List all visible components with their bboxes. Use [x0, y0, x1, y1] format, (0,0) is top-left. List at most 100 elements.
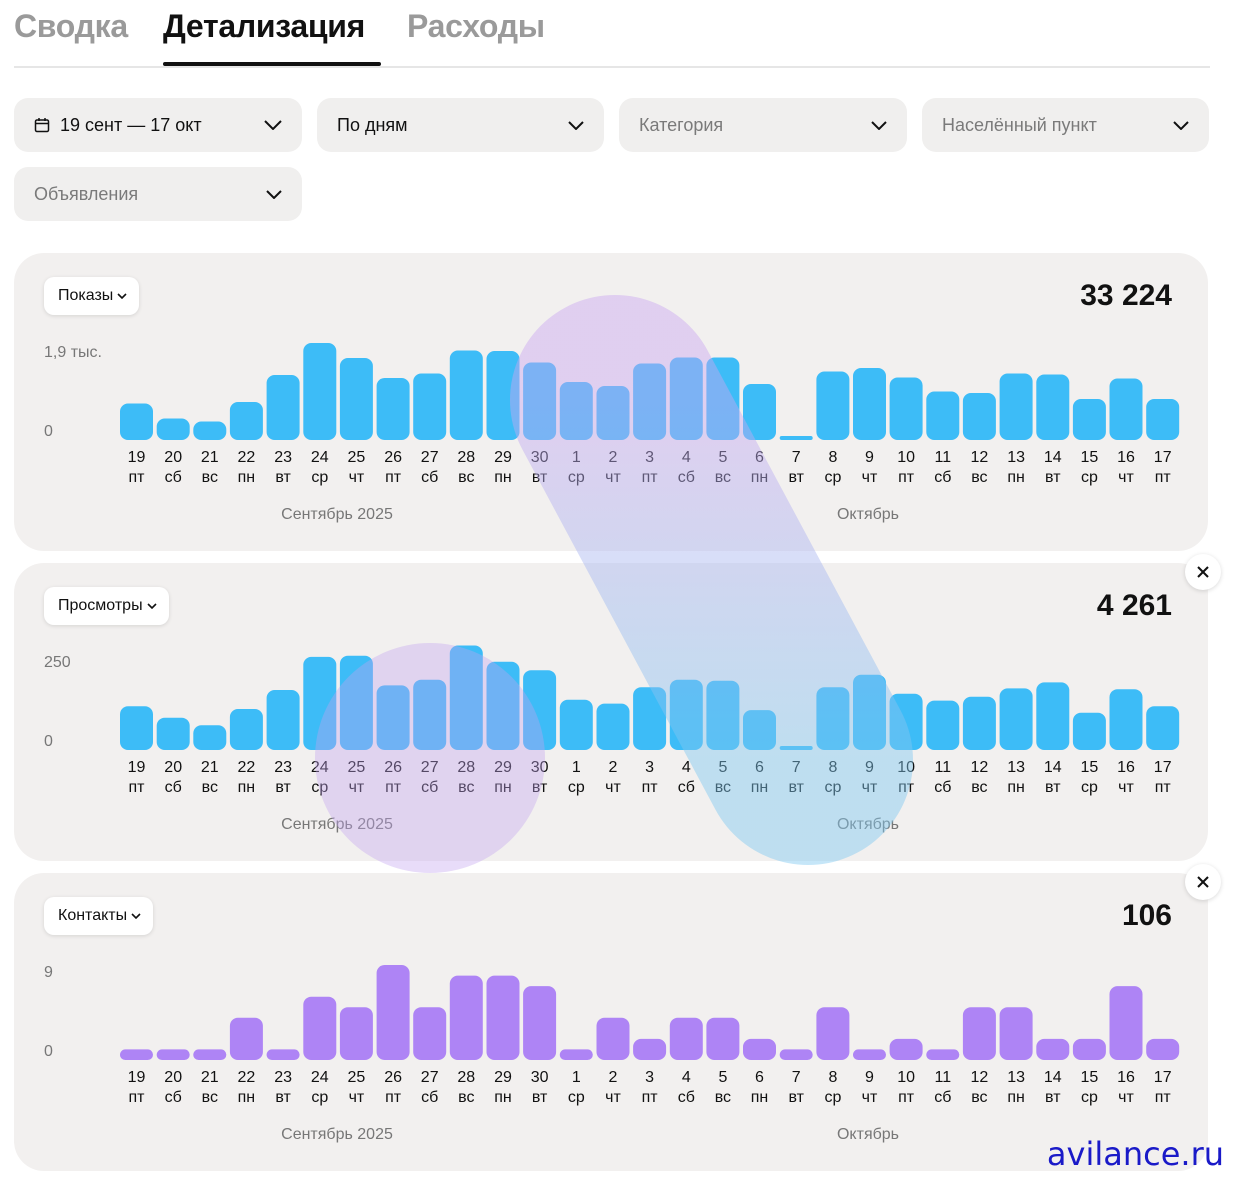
bar[interactable]: [962, 696, 996, 750]
bar[interactable]: [266, 375, 300, 440]
category-filter[interactable]: Категория: [619, 98, 907, 152]
bar[interactable]: [376, 378, 410, 440]
bar[interactable]: [999, 373, 1033, 441]
bar[interactable]: [413, 679, 447, 750]
grouping-filter[interactable]: По дням: [317, 98, 604, 152]
tab-summary[interactable]: Сводка: [14, 8, 128, 44]
bar[interactable]: [376, 965, 410, 1060]
bar[interactable]: [486, 661, 520, 750]
bar[interactable]: [120, 706, 153, 750]
tab-details[interactable]: Детализация: [163, 8, 366, 44]
bar[interactable]: [266, 1049, 300, 1060]
bar[interactable]: [706, 680, 740, 750]
bar[interactable]: [596, 703, 630, 750]
bar[interactable]: [816, 1007, 850, 1060]
bar[interactable]: [853, 674, 886, 750]
bar[interactable]: [926, 391, 960, 441]
bar[interactable]: [889, 693, 923, 750]
bar[interactable]: [339, 358, 373, 440]
period-filter[interactable]: 19 сент — 17 окт: [14, 98, 302, 152]
bar[interactable]: [743, 384, 776, 440]
bar[interactable]: [413, 373, 447, 441]
tab-expenses[interactable]: Расходы: [407, 8, 545, 44]
bar[interactable]: [596, 386, 630, 440]
bar[interactable]: [706, 1017, 740, 1060]
close-chart-button[interactable]: [1185, 554, 1221, 590]
bar[interactable]: [853, 368, 886, 440]
bar[interactable]: [266, 690, 300, 750]
bar[interactable]: [999, 1007, 1033, 1060]
bar[interactable]: [229, 709, 263, 750]
bar[interactable]: [633, 687, 667, 750]
bar[interactable]: [1072, 399, 1106, 440]
bar[interactable]: [779, 746, 813, 750]
bar[interactable]: [596, 1017, 630, 1060]
bar[interactable]: [486, 351, 520, 440]
bar[interactable]: [816, 687, 850, 750]
bar[interactable]: [193, 421, 227, 441]
metric-selector[interactable]: Просмотры: [44, 587, 169, 625]
bar[interactable]: [999, 688, 1033, 750]
bar[interactable]: [926, 1049, 960, 1060]
bar[interactable]: [669, 357, 703, 441]
bar[interactable]: [193, 1049, 227, 1060]
bar[interactable]: [120, 403, 153, 441]
bar[interactable]: [229, 402, 263, 440]
bar[interactable]: [889, 377, 923, 441]
bar[interactable]: [303, 343, 337, 440]
bar[interactable]: [1036, 374, 1070, 441]
bar[interactable]: [449, 975, 483, 1060]
close-chart-button[interactable]: [1185, 864, 1221, 900]
bar[interactable]: [449, 645, 483, 751]
bar[interactable]: [633, 363, 667, 441]
bar[interactable]: [743, 710, 776, 750]
bar[interactable]: [669, 1017, 703, 1060]
bar[interactable]: [926, 700, 960, 750]
bar[interactable]: [816, 371, 850, 441]
bar[interactable]: [303, 656, 337, 750]
bar[interactable]: [156, 717, 190, 750]
bar[interactable]: [559, 382, 593, 440]
bar[interactable]: [193, 725, 227, 750]
bar[interactable]: [1146, 399, 1180, 440]
bar[interactable]: [339, 1007, 373, 1060]
bar[interactable]: [669, 679, 703, 750]
city-filter[interactable]: Населённый пункт: [922, 98, 1209, 152]
bar[interactable]: [413, 1007, 447, 1060]
bar[interactable]: [706, 357, 740, 441]
bar[interactable]: [1109, 378, 1143, 441]
bar[interactable]: [962, 1007, 996, 1060]
bar[interactable]: [1072, 712, 1106, 750]
bar[interactable]: [156, 1049, 190, 1060]
bar[interactable]: [853, 1049, 886, 1060]
bar[interactable]: [449, 350, 483, 441]
bar[interactable]: [523, 670, 557, 750]
bar[interactable]: [1146, 1038, 1180, 1060]
bar[interactable]: [120, 1049, 153, 1060]
metric-selector[interactable]: Контакты: [44, 897, 154, 935]
bar[interactable]: [889, 1038, 923, 1060]
bar[interactable]: [339, 655, 373, 750]
bar[interactable]: [743, 1038, 776, 1060]
bar[interactable]: [1036, 682, 1070, 750]
bar[interactable]: [376, 685, 410, 750]
bar[interactable]: [523, 362, 557, 441]
bar[interactable]: [486, 975, 520, 1060]
bar[interactable]: [1146, 706, 1180, 750]
bar[interactable]: [962, 393, 996, 440]
bar[interactable]: [1036, 1038, 1070, 1060]
bar[interactable]: [559, 1049, 593, 1060]
bar[interactable]: [1109, 689, 1143, 750]
bar[interactable]: [156, 418, 190, 441]
bar[interactable]: [779, 1049, 813, 1060]
bar[interactable]: [1109, 986, 1143, 1060]
bar[interactable]: [633, 1038, 667, 1060]
bar[interactable]: [1072, 1038, 1106, 1060]
bar[interactable]: [303, 996, 337, 1060]
ads-filter[interactable]: Объявления: [14, 167, 302, 221]
bar[interactable]: [229, 1017, 263, 1060]
metric-selector[interactable]: Показы: [44, 277, 140, 315]
bar[interactable]: [523, 986, 557, 1060]
bar[interactable]: [559, 699, 593, 750]
bar[interactable]: [779, 436, 813, 440]
